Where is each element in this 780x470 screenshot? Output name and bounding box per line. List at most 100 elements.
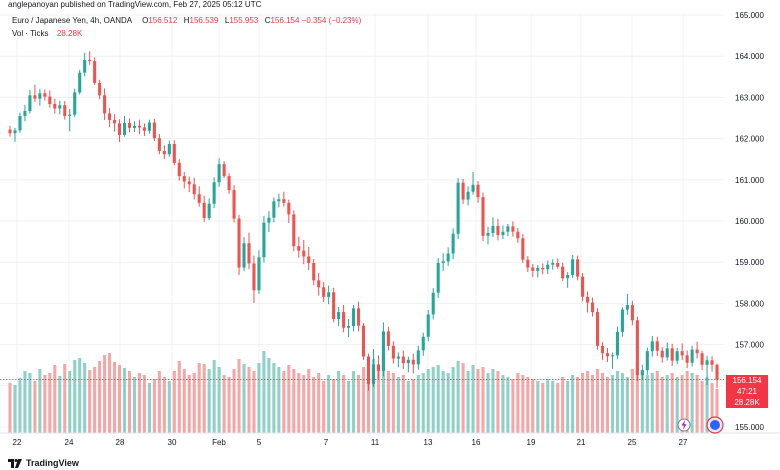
volume-label[interactable]: Vol · Ticks (12, 29, 49, 38)
volume-bar (536, 381, 540, 433)
volume-bar (665, 375, 669, 433)
volume-value: 28.28K (56, 29, 83, 38)
volume-bar (566, 381, 570, 433)
volume-bar (78, 358, 82, 433)
candle (466, 186, 470, 206)
volume-bar (342, 375, 346, 433)
volume-bar (43, 375, 47, 433)
candle (521, 234, 525, 264)
candle (167, 140, 171, 157)
volume-bar (202, 364, 206, 433)
volume-bars (8, 351, 719, 433)
time-axis[interactable]: 22 24 28 30 Feb 5 7 11 13 16 19 21 25 27 (13, 438, 688, 447)
candle (187, 176, 191, 193)
candle (53, 98, 57, 114)
candle (685, 350, 689, 369)
volume-bar (197, 363, 201, 433)
volume-bar (227, 377, 231, 433)
candle (98, 79, 102, 100)
candle (122, 115, 127, 137)
volume-bar (526, 377, 530, 433)
candle (202, 195, 206, 222)
volume-bar (122, 368, 127, 433)
candle (371, 349, 376, 388)
volume-bar (695, 375, 699, 433)
volume-bar (242, 364, 246, 433)
candle (302, 239, 306, 265)
volume-bar (232, 369, 236, 433)
volume-bar (127, 371, 132, 433)
brand-name: TradingView (26, 458, 79, 468)
candle (18, 112, 22, 133)
candle (207, 198, 211, 221)
volume-bar (8, 383, 12, 433)
candle (361, 323, 366, 360)
volume-bar (48, 373, 52, 433)
candle (272, 197, 276, 223)
volume-bar (640, 371, 644, 433)
flash-icon[interactable] (677, 418, 691, 432)
candle (710, 356, 714, 372)
publisher-credit: anglepanoyan published on TradingView.co… (8, 0, 262, 9)
tradingview-brand[interactable]: TradingView (8, 458, 79, 468)
candle (461, 178, 465, 205)
candle (307, 246, 311, 271)
close-value: 156.154 (270, 16, 300, 25)
candle (237, 214, 241, 275)
volume-bar (436, 365, 440, 433)
candle (222, 161, 226, 179)
candle (690, 345, 694, 367)
volume-bar (586, 371, 590, 433)
volume-bar (650, 373, 654, 433)
candle (431, 288, 435, 320)
candle (670, 343, 674, 367)
candle (366, 353, 371, 391)
candle (640, 364, 644, 381)
volume-bar (157, 371, 161, 433)
volume-bar (685, 371, 689, 433)
candle (675, 347, 679, 365)
candle (157, 134, 161, 155)
price-tick-label: 163.000 (735, 93, 764, 102)
volume-bar (391, 373, 395, 433)
volume-bar (581, 373, 585, 433)
time-tick-label: 16 (472, 438, 481, 447)
candle (536, 265, 540, 278)
price-tick-label: 165.000 (735, 11, 764, 20)
volume-bar (645, 375, 649, 433)
last-volume-label: 28.28K (726, 397, 768, 408)
volume-bar (167, 381, 171, 433)
candle (376, 355, 380, 379)
candle (451, 228, 455, 260)
last-price-value: 156.154 (732, 376, 762, 385)
candle (436, 258, 440, 299)
volume-bar (610, 375, 615, 433)
volume-bar (416, 375, 420, 433)
candle (172, 140, 176, 166)
candle (247, 232, 251, 270)
volume-bar (426, 369, 430, 433)
candle (491, 217, 495, 238)
candle (142, 123, 146, 137)
candle (620, 307, 624, 337)
candle (556, 258, 560, 269)
last-price-label: 156.154 47:21 (726, 375, 768, 397)
volume-bar (511, 379, 515, 433)
volume-bar (396, 377, 400, 433)
go-to-realtime-icon[interactable] (706, 416, 724, 434)
volume-bar (615, 371, 619, 433)
volume-bar (247, 367, 251, 433)
candle (660, 347, 664, 363)
price-axis[interactable]: 165.000 164.000 163.000 162.000 161.000 160.0… (735, 11, 764, 432)
candle (581, 272, 585, 302)
low-key: L (224, 16, 230, 25)
candle (586, 291, 590, 313)
volume-bar (670, 373, 674, 433)
volume-bar (600, 373, 605, 433)
candle (715, 363, 719, 388)
time-tick-label: 11 (371, 438, 380, 447)
symbol-description[interactable]: Euro / Japanese Yen, 4h, OANDA (12, 16, 132, 25)
candle (546, 260, 550, 275)
time-tick-label: 30 (168, 438, 177, 447)
